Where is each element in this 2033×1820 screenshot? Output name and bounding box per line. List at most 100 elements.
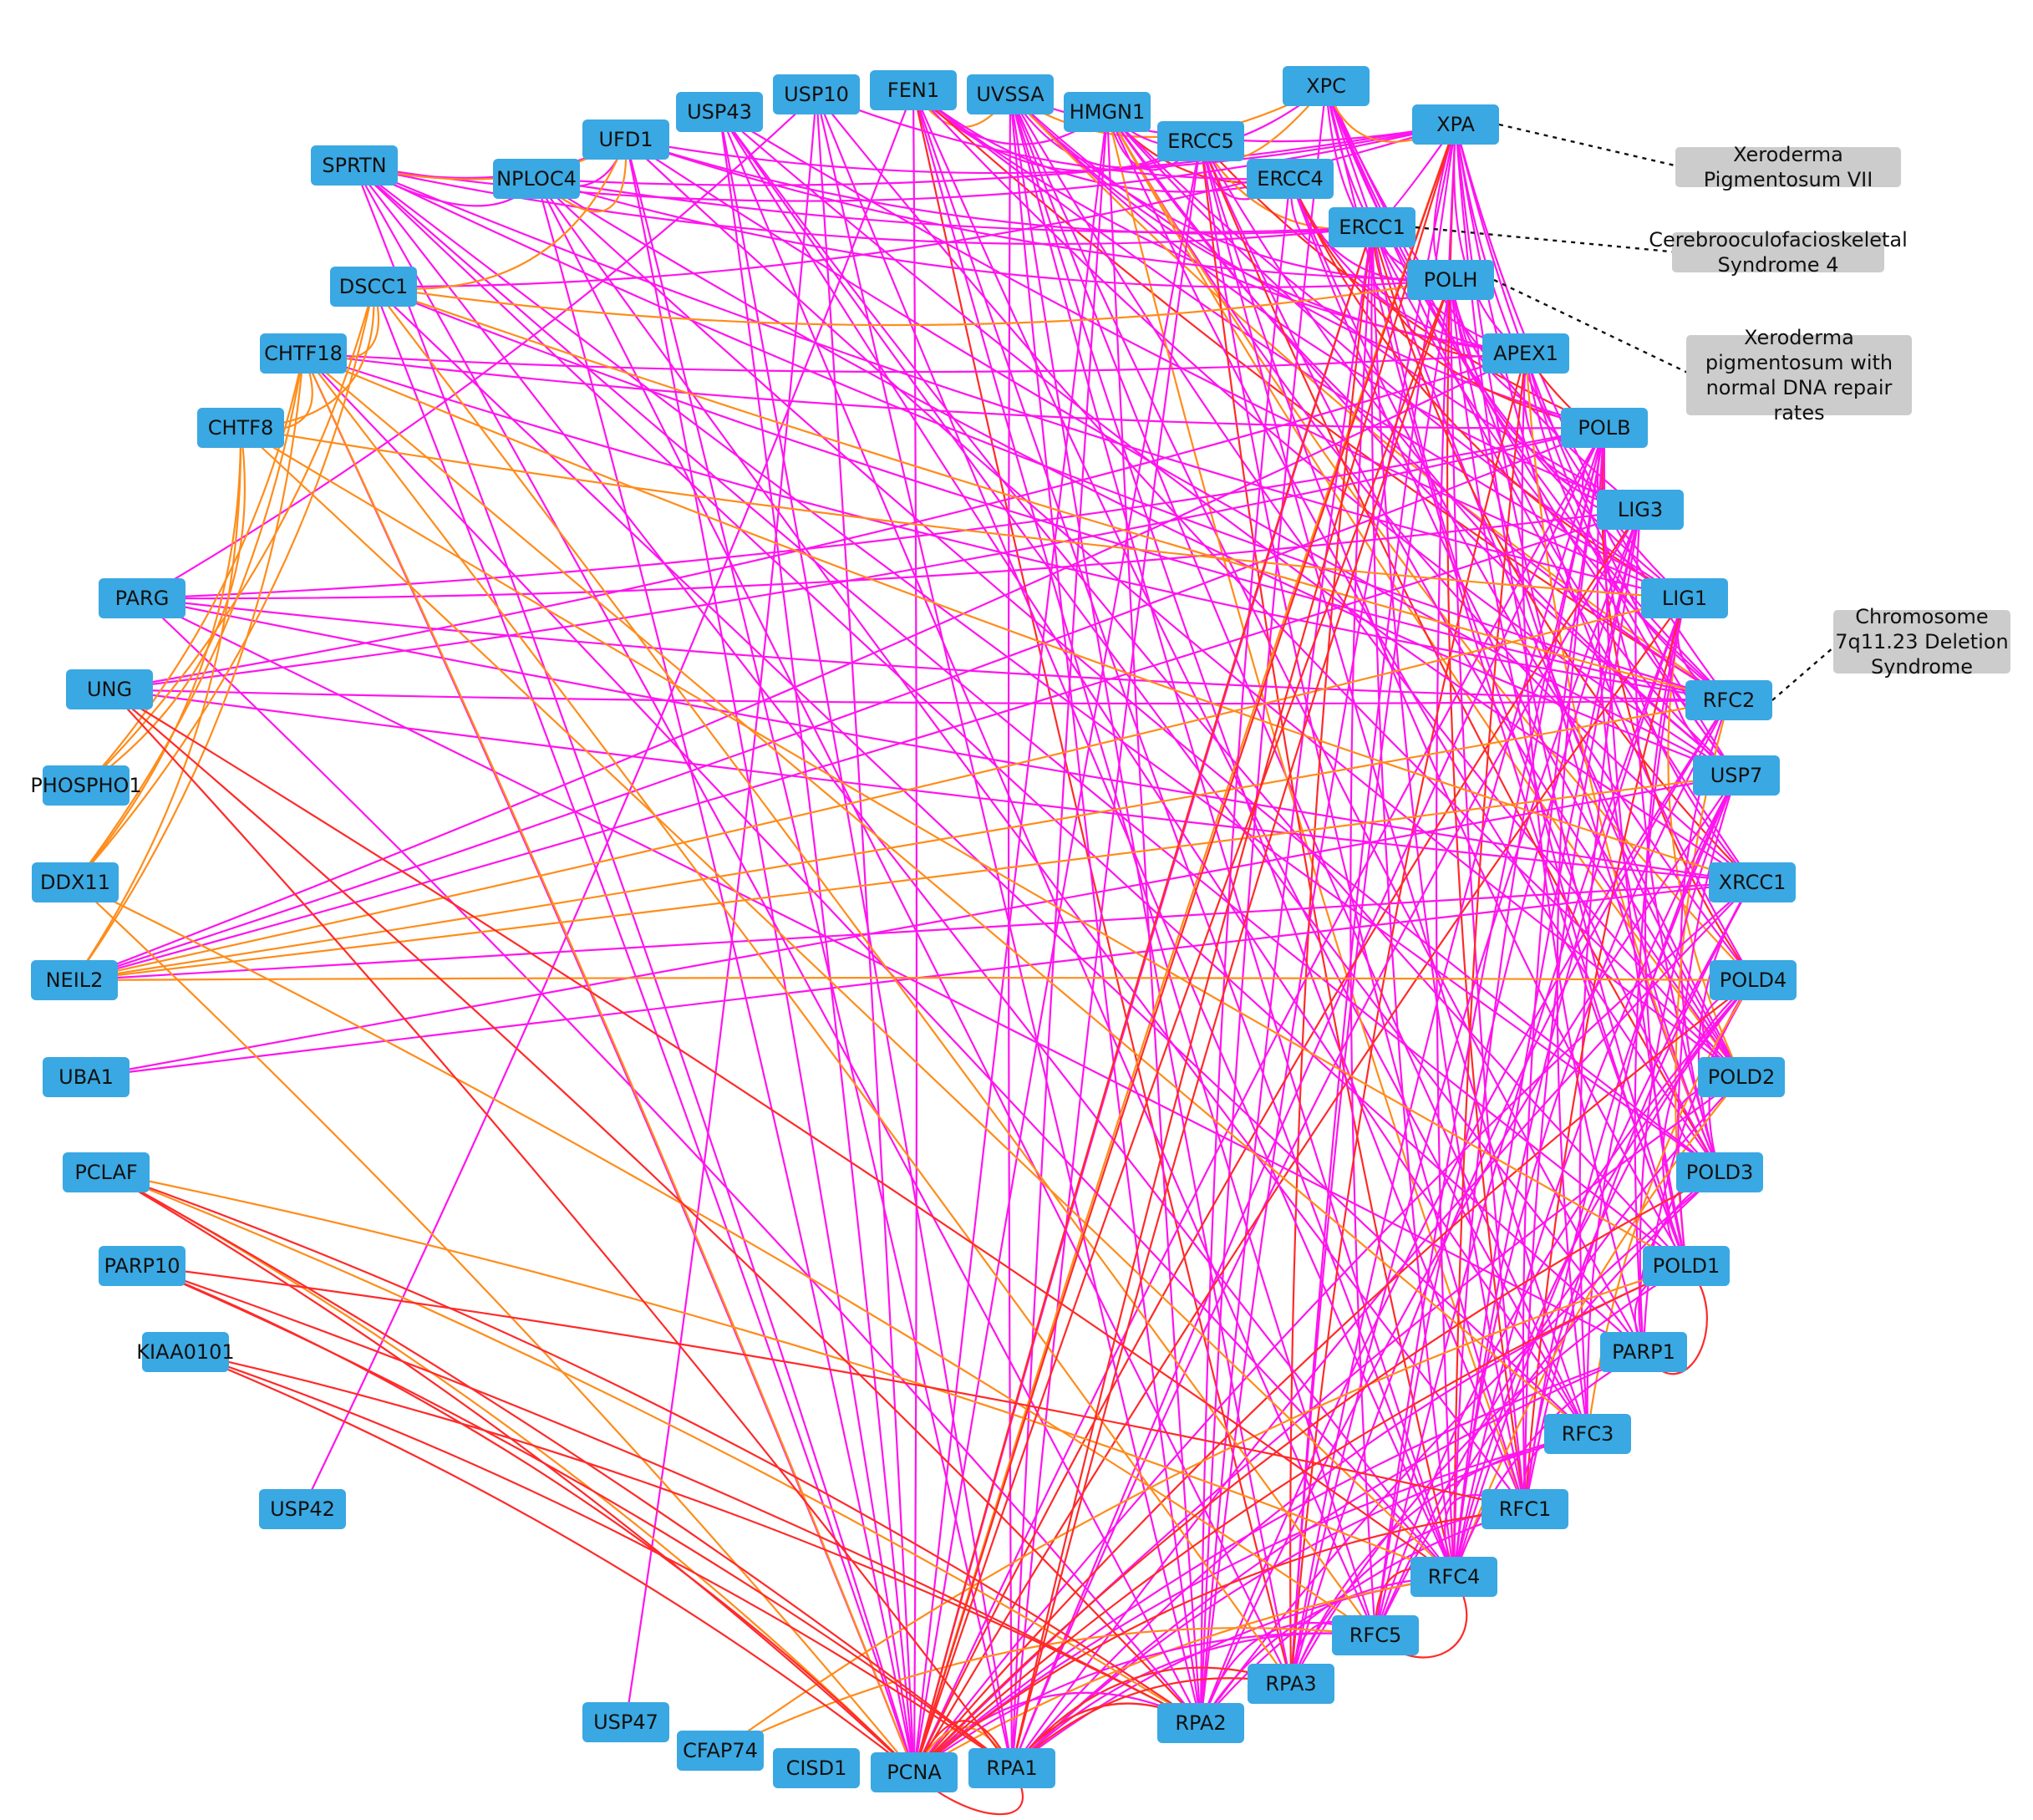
edge-rfc1-rpa2 [1200,1507,1526,1724]
node-label: POLD3 [1686,1161,1753,1184]
node-pold4[interactable]: POLD4 [1710,960,1797,1000]
edge-parp1-pcna [913,1350,1644,1773]
node-box [31,960,118,1000]
node-chtf18[interactable]: CHTF18 [260,333,347,374]
node-usp42[interactable]: USP42 [259,1489,346,1529]
edge-usp43-rfc3 [719,111,1588,1435]
node-usp7[interactable]: USP7 [1693,755,1780,796]
edge-pclaf-rpa2 [105,1171,1202,1724]
node-apex1[interactable]: APEX1 [1482,333,1569,374]
node-pold1[interactable]: POLD1 [1643,1246,1730,1286]
node-rpa3[interactable]: RPA3 [1248,1664,1334,1704]
edge-ercc5-rfc1 [1199,140,1527,1510]
edge-parg-rpa2 [141,597,1202,1724]
node-phospho1[interactable]: PHOSPHO1 [30,765,142,806]
node-box [1710,960,1797,1000]
node-label: PCLAF [74,1161,137,1184]
node-label: RFC1 [1499,1497,1552,1521]
node-ercc1[interactable]: ERCC1 [1329,207,1415,247]
node-parp1[interactable]: PARP1 [1600,1332,1687,1372]
node-sprtn[interactable]: SPRTN [311,145,398,186]
edge-polb-rpa1 [1010,427,1605,1769]
node-pold2[interactable]: POLD2 [1698,1057,1785,1097]
node-nploc4[interactable]: NPLOC4 [493,159,580,199]
node-rfc5[interactable]: RFC5 [1332,1615,1419,1655]
node-polb[interactable]: POLB [1561,408,1648,448]
node-pold3[interactable]: POLD3 [1676,1152,1763,1192]
node-box [967,74,1054,114]
node-parg[interactable]: PARG [99,578,186,618]
edge-xrcc1-rpa1 [1011,882,1753,1769]
node-ercc4[interactable]: ERCC4 [1247,159,1334,199]
edge-pcna-rpa1 [913,1720,1013,1773]
edge-rpa1-polh [1010,279,1452,1769]
node-xpa[interactable]: XPA [1412,104,1499,145]
node-ung[interactable]: UNG [66,669,153,709]
node-box [1597,490,1684,530]
edge-ung-xrcc1 [109,688,1753,884]
edge-dscc1-rfc2 [373,285,1730,702]
edge-xrcc1-rfc1 [1523,882,1753,1510]
node-rfc1[interactable]: RFC1 [1482,1489,1568,1529]
node-dscc1[interactable]: DSCC1 [330,267,417,307]
edge-dscc1-rfc5 [373,286,1376,1636]
edge-ercc5-pold3 [1199,140,1720,1173]
node-usp47[interactable]: USP47 [582,1702,669,1742]
edge-pold4-pcna [913,979,1754,1773]
node-polh[interactable]: POLH [1407,260,1494,300]
node-usp43[interactable]: USP43 [676,92,763,132]
edge-ercc5-pold1 [1199,140,1687,1267]
node-label: PHOSPHO1 [30,774,141,797]
node-pclaf[interactable]: PCLAF [63,1152,150,1192]
node-label: NPLOC4 [496,167,577,191]
edge-pcna-rfc1 [913,1507,1526,1773]
node-box [1600,1332,1687,1372]
edge-layer [74,85,1754,1816]
edge-neil2-rfc2 [74,699,1730,982]
node-xpc[interactable]: XPC [1283,66,1370,106]
node-kiaa0101[interactable]: KIAA0101 [136,1332,235,1372]
node-usp10[interactable]: USP10 [773,74,860,114]
node-hmgn1[interactable]: HMGN1 [1064,92,1151,132]
node-ufd1[interactable]: UFD1 [582,119,669,160]
node-lig3[interactable]: LIG3 [1597,490,1684,530]
node-ddx11[interactable]: DDX11 [32,862,119,902]
node-rpa2[interactable]: RPA2 [1157,1703,1244,1743]
node-rpa1[interactable]: RPA1 [968,1748,1055,1788]
node-neil2[interactable]: NEIL2 [31,960,118,1000]
node-cisd1[interactable]: CISD1 [773,1748,860,1788]
disease-label: normal DNA repair [1706,376,1893,399]
node-xrcc1[interactable]: XRCC1 [1709,862,1796,902]
node-pcna[interactable]: PCNA [871,1752,958,1792]
node-rfc2[interactable]: RFC2 [1685,680,1772,720]
node-rfc3[interactable]: RFC3 [1544,1414,1631,1454]
node-lig1[interactable]: LIG1 [1641,578,1728,618]
node-label: PARP10 [104,1254,180,1278]
node-uvssa[interactable]: UVSSA [967,74,1054,114]
node-box [1544,1414,1631,1454]
edge-ufd1-pcna [624,139,916,1773]
node-label: RPA1 [986,1756,1037,1780]
node-chtf8[interactable]: CHTF8 [197,408,284,448]
node-parp10[interactable]: PARP10 [99,1246,186,1286]
edge-chtf18-neil2 [74,353,305,981]
node-rfc4[interactable]: RFC4 [1410,1557,1497,1597]
edge-neil2-lig1 [74,597,1685,982]
edge-uvssa-polb [1009,94,1605,430]
edge-usp10-rfc4 [815,94,1456,1578]
node-fen1[interactable]: FEN1 [870,70,957,110]
edge-sprtn-rpa2 [353,165,1202,1724]
node-uba1[interactable]: UBA1 [43,1057,130,1097]
node-cfap74[interactable]: CFAP74 [677,1731,764,1771]
node-label: DSCC1 [339,275,409,298]
node-label: RFC4 [1428,1565,1481,1589]
edge-xpa-rfc1 [1446,124,1527,1510]
node-ercc5[interactable]: ERCC5 [1157,121,1244,161]
edge-dscc1-ddx11 [74,286,375,883]
